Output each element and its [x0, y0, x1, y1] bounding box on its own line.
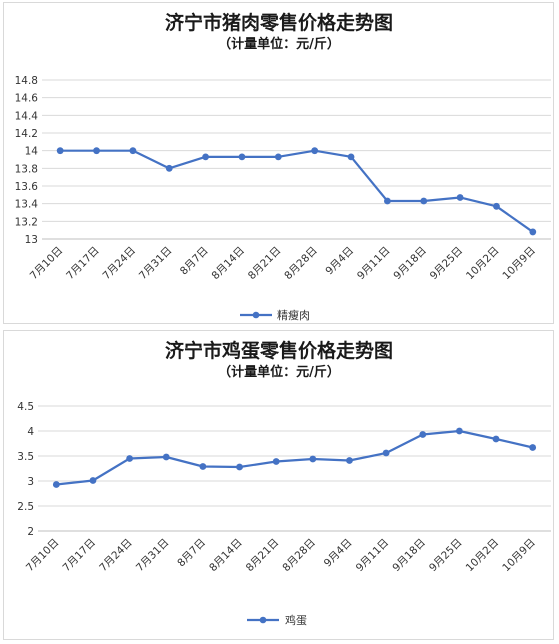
data-point: [165, 164, 173, 172]
data-point: [420, 197, 428, 205]
legend-label: 鸡蛋: [285, 613, 307, 627]
y-tick-label: 13.6: [15, 181, 39, 193]
x-tick-label: 9月25日: [428, 245, 466, 283]
chart-legend: 鸡蛋: [247, 613, 307, 627]
data-point: [529, 444, 537, 451]
chart-title: 济宁市猪肉零售价格走势图: [165, 11, 393, 34]
x-tick-label: 7月31日: [134, 537, 172, 575]
data-point: [456, 194, 464, 201]
series-line: [56, 429, 533, 486]
data-point: [382, 449, 390, 457]
x-tick-label: 8月14日: [210, 245, 248, 283]
x-tick-label: 9月11日: [355, 245, 393, 283]
y-tick-label: 13.4: [15, 199, 39, 211]
y-tick-label: 13: [25, 234, 38, 246]
pork-price-chart-panel: 济宁市猪肉零售价格走势图 （计量单位：元/斤） 13 13.2 13.4 13.6 13…: [3, 2, 554, 324]
x-tick-label: 7月17日: [64, 245, 102, 283]
data-point: [272, 458, 280, 465]
y-tick-label: 13.2: [15, 216, 38, 228]
legend-label: 精瘦肉: [277, 308, 310, 322]
y-tick-label: 2: [27, 526, 34, 538]
y-tick-label: 14.4: [15, 110, 39, 122]
data-point: [202, 153, 210, 161]
y-tick-label: 2.5: [17, 501, 34, 513]
data-point: [492, 435, 500, 443]
x-tick-label: 7月24日: [97, 537, 135, 575]
x-tick-label: 7月17日: [61, 537, 99, 575]
data-point: [493, 202, 500, 210]
y-tick-label: 4: [27, 426, 34, 438]
x-tick-label: 7月31日: [137, 245, 175, 283]
x-tick-label: 9月11日: [354, 537, 392, 575]
x-tick-label: 7月10日: [24, 537, 62, 575]
data-point: [89, 477, 97, 484]
chart-subtitle: （计量单位：元/斤）: [218, 36, 340, 52]
data-point: [346, 457, 353, 464]
data-point: [52, 481, 60, 488]
legend-marker: [259, 616, 267, 624]
y-tick-label: 3.5: [17, 451, 34, 463]
x-tick-label: 8月7日: [178, 245, 211, 278]
egg-price-chart: 济宁市鸡蛋零售价格走势图 （计量单位：元/斤） 2 2.5 3 3.5 4 4.5 7月1…: [17, 339, 551, 627]
x-tick-label: 10月2日: [464, 245, 502, 283]
data-point: [419, 431, 427, 438]
x-tick-label: 9月4日: [322, 537, 355, 570]
series-line: [60, 149, 534, 233]
data-point: [93, 147, 100, 155]
y-tick-label: 4.5: [17, 401, 34, 413]
y-tick-label: 14: [25, 146, 39, 158]
x-tick-label: 7月24日: [101, 245, 139, 283]
x-tick-label: 10月9日: [500, 245, 538, 283]
y-tick-label: 14.2: [15, 128, 38, 140]
y-tick-label: 14.8: [15, 75, 38, 87]
x-tick-label: 9月18日: [390, 537, 428, 575]
x-tick-label: 10月2日: [464, 537, 502, 575]
data-point: [309, 455, 317, 463]
data-point: [383, 197, 391, 205]
legend-marker: [252, 311, 260, 319]
data-point: [455, 427, 463, 435]
data-point: [199, 463, 207, 470]
x-tick-label: 8月21日: [244, 537, 282, 575]
x-tick-label: 8月28日: [280, 537, 318, 575]
x-tick-label: 9月25日: [427, 537, 465, 575]
chart-title: 济宁市鸡蛋零售价格走势图: [165, 339, 393, 362]
data-point: [347, 153, 355, 161]
data-point: [129, 147, 137, 155]
x-tick-label: 10月9日: [500, 537, 538, 575]
x-tick-label: 8月7日: [175, 537, 208, 570]
x-tick-label: 8月14日: [207, 537, 245, 575]
x-tick-label: 8月28日: [282, 245, 320, 283]
chart-legend: 精瘦肉: [240, 308, 310, 322]
y-tick-label: 14.6: [15, 93, 39, 105]
chart-subtitle: （计量单位：元/斤）: [218, 364, 340, 380]
data-point: [162, 453, 170, 461]
data-point: [529, 228, 537, 236]
y-tick-label: 3: [27, 476, 34, 488]
data-point: [56, 147, 64, 155]
pork-price-chart: 济宁市猪肉零售价格走势图 （计量单位：元/斤） 13 13.2 13.4 13.6 13…: [15, 11, 551, 322]
data-point: [236, 463, 243, 471]
y-tick-label: 13.8: [15, 163, 38, 175]
egg-price-chart-panel: 济宁市鸡蛋零售价格走势图 （计量单位：元/斤） 2 2.5 3 3.5 4 4.5 7月1…: [3, 330, 554, 640]
x-tick-label: 8月21日: [246, 245, 284, 283]
x-tick-label: 9月18日: [391, 245, 429, 283]
x-tick-label: 7月10日: [28, 245, 66, 283]
data-point: [238, 153, 246, 161]
data-point: [126, 455, 134, 462]
data-point: [274, 153, 282, 161]
data-point: [311, 147, 319, 155]
x-tick-label: 9月4日: [323, 245, 356, 278]
